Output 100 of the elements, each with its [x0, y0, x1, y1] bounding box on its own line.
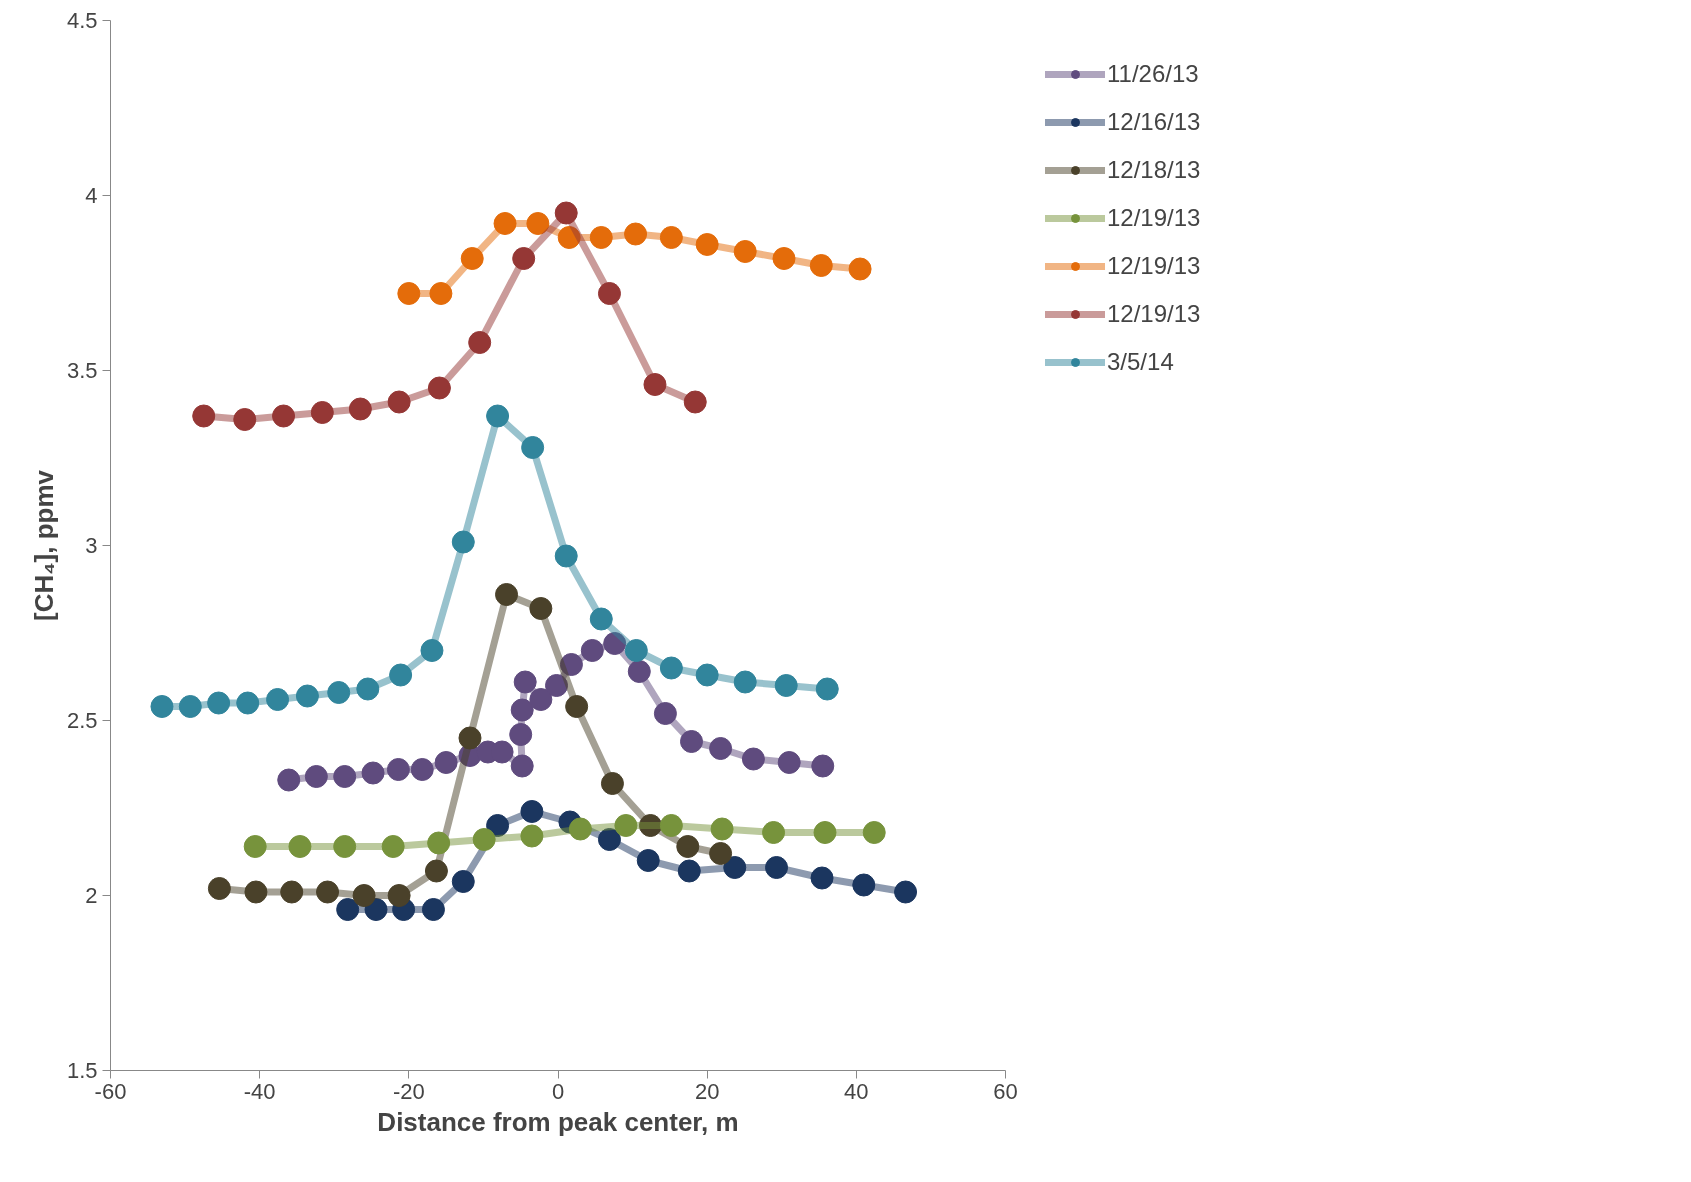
- point: [597, 828, 621, 851]
- point: [468, 331, 492, 354]
- point: [811, 754, 835, 778]
- point: [741, 747, 765, 771]
- point: [280, 880, 304, 904]
- y-axis-title: [CH₄], ppmv: [28, 469, 59, 622]
- point: [862, 821, 886, 844]
- point: [236, 691, 260, 715]
- point: [733, 240, 757, 263]
- point: [510, 754, 534, 778]
- point: [676, 835, 700, 858]
- x-tick-label: 0: [551, 1078, 565, 1104]
- y-tick-label: 2: [85, 883, 98, 908]
- point: [723, 856, 747, 879]
- point: [636, 849, 660, 872]
- point: [310, 401, 334, 424]
- legend-label: 12/18/13: [1107, 156, 1201, 184]
- point: [387, 390, 411, 414]
- point: [638, 814, 662, 837]
- point: [513, 670, 537, 694]
- point: [512, 247, 536, 270]
- point: [554, 544, 578, 568]
- point: [565, 695, 589, 718]
- point: [451, 870, 475, 893]
- y-tick-label: 3: [85, 533, 98, 558]
- point: [848, 257, 872, 281]
- point: [493, 212, 517, 235]
- point: [427, 831, 451, 855]
- point: [526, 212, 550, 235]
- point: [434, 751, 458, 774]
- point: [288, 835, 312, 858]
- point: [510, 698, 534, 722]
- point: [386, 758, 410, 781]
- point: [557, 226, 581, 249]
- point: [348, 397, 372, 421]
- point: [559, 653, 583, 676]
- point: [520, 800, 544, 823]
- point: [894, 880, 918, 904]
- point: [772, 247, 796, 270]
- point: [653, 702, 677, 725]
- point: [659, 814, 683, 837]
- point: [554, 201, 578, 225]
- x-tick-label: -20: [392, 1078, 425, 1104]
- point: [589, 226, 613, 249]
- point: [389, 663, 413, 687]
- point: [659, 656, 683, 680]
- point: [421, 898, 445, 921]
- point: [243, 835, 267, 858]
- point: [451, 530, 475, 554]
- point: [520, 824, 544, 848]
- point: [709, 737, 733, 760]
- legend-label: 11/26/13: [1107, 60, 1199, 88]
- point: [627, 660, 651, 683]
- point: [624, 222, 648, 246]
- point: [364, 898, 388, 921]
- point: [529, 688, 553, 711]
- point: [397, 282, 421, 305]
- point: [774, 674, 798, 697]
- point: [600, 772, 624, 795]
- point: [356, 677, 380, 701]
- point: [852, 873, 876, 897]
- point: [486, 404, 510, 428]
- point: [207, 877, 231, 900]
- point: [150, 695, 174, 718]
- point: [545, 674, 569, 697]
- point: [486, 814, 510, 837]
- legend-label: 12/19/13: [1107, 204, 1201, 232]
- legend-label: 12/16/13: [1107, 108, 1201, 136]
- point: [521, 436, 545, 459]
- point: [233, 408, 257, 431]
- point: [659, 226, 683, 249]
- point: [277, 768, 301, 792]
- point: [810, 866, 834, 890]
- point: [580, 639, 604, 662]
- point: [429, 282, 453, 305]
- point: [387, 884, 411, 907]
- point: [244, 880, 268, 904]
- point: [589, 607, 613, 631]
- point: [316, 880, 340, 904]
- x-tick-label: 60: [993, 1078, 1018, 1104]
- point: [762, 821, 786, 844]
- legend-label: 12/19/13: [1107, 252, 1201, 280]
- point: [777, 751, 801, 774]
- point: [495, 583, 519, 606]
- point: [352, 884, 376, 907]
- point: [624, 639, 648, 662]
- point: [427, 376, 451, 400]
- point: [207, 691, 231, 715]
- x-axis-title: Distance from peak center, m: [377, 1106, 739, 1137]
- point: [295, 684, 319, 708]
- y-tick-label: 2.5: [66, 708, 98, 733]
- y-tick-label: 3.5: [66, 358, 98, 383]
- point: [327, 681, 351, 704]
- point: [424, 859, 448, 883]
- point: [643, 373, 667, 396]
- point: [192, 404, 216, 428]
- point: [597, 282, 621, 305]
- y-tick-label: 4.5: [66, 8, 98, 33]
- point: [813, 821, 837, 844]
- point: [272, 404, 296, 428]
